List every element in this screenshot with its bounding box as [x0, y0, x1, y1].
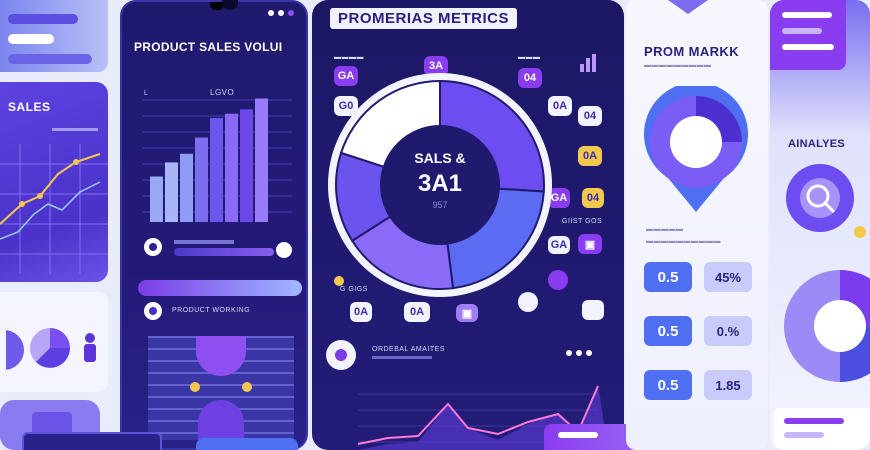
magnifier-icon: [786, 164, 866, 238]
metric-chip[interactable]: 0A: [548, 96, 572, 116]
toggle-knob[interactable]: [276, 242, 292, 258]
round-button[interactable]: [548, 270, 568, 290]
summary-label: ORDEBAL AMAITES: [372, 346, 445, 353]
bar: [255, 98, 268, 222]
progress-bar: [8, 34, 54, 44]
top-card: [770, 0, 846, 70]
subtitle: ▬▬▬▬▬▬▬▬▬: [644, 62, 712, 69]
metrics-donut-chart: [328, 73, 552, 297]
metric-chip[interactable]: 04: [518, 68, 542, 88]
sales-volume-bar-chart: [142, 98, 292, 222]
bar: [180, 153, 193, 222]
market-title: PROM MARKK: [644, 44, 739, 59]
sales-line-chart: [0, 144, 108, 274]
axis-label: L: [144, 90, 149, 97]
caption: ▬▬▬▬▬: [646, 226, 684, 233]
metric-chip[interactable]: 04: [578, 106, 602, 126]
header-caption: ▬▬▬: [518, 54, 541, 61]
stat-percent[interactable]: 0.%: [704, 316, 752, 346]
user-icons: [6, 328, 96, 370]
bottom-card: [774, 408, 870, 450]
dots-menu-icon[interactable]: [268, 10, 304, 18]
sales-title: SALES: [8, 100, 51, 114]
notch: [222, 0, 238, 10]
stat-value[interactable]: 0.5: [644, 316, 692, 346]
dots-menu-icon[interactable]: [566, 350, 592, 356]
bar: [210, 118, 223, 222]
metric-chip[interactable]: GA: [548, 236, 570, 254]
text-line: [174, 240, 234, 244]
left-bottom-card: [0, 292, 108, 392]
metric-chip[interactable]: GA: [548, 188, 570, 208]
person-icon: [85, 333, 95, 343]
progress-bar: [8, 14, 78, 24]
market-pin-chart: [644, 86, 748, 212]
header-caption: ▬▬▬▬: [334, 54, 364, 61]
metric-chip[interactable]: 3A: [424, 56, 448, 76]
progress-slider[interactable]: [138, 280, 302, 296]
sales-line: [0, 153, 101, 225]
slider-track[interactable]: [174, 248, 274, 256]
center-sub: 957: [432, 200, 448, 210]
metrics-panel: PROMERIAS METRICS ▬▬▬▬ ▬▬▬ GA G0 3A 04 0…: [312, 0, 624, 450]
sales-line: [0, 181, 101, 240]
bar: [225, 113, 238, 222]
metric-chip[interactable]: G0: [334, 96, 358, 116]
notch: [210, 2, 224, 10]
bar: [165, 162, 178, 222]
avatar: [326, 340, 356, 370]
marker-dot: [190, 382, 200, 392]
stat-percent[interactable]: 1.85: [704, 370, 752, 400]
sales-panel: SALES: [0, 82, 108, 282]
text-line: [372, 356, 432, 359]
axis-label: LGVO: [210, 88, 235, 97]
metric-chip[interactable]: 0A: [404, 302, 430, 322]
center-value: 3A1: [417, 170, 463, 197]
stat-value[interactable]: 0.5: [644, 370, 692, 400]
analytics-panel: AINALYES: [770, 0, 870, 450]
product-sales-panel: PRODUCT SALES VOLUI L LGVO PRODUCT WORKI…: [120, 0, 308, 450]
marker-dot: [242, 382, 252, 392]
stat-value[interactable]: 0.5: [644, 262, 692, 292]
metrics-title: PROMERIAS METRICS: [330, 8, 518, 29]
bar-chart-icon: [578, 50, 602, 74]
caption: ▬▬▬▬▬▬▬▬▬▬: [646, 238, 721, 245]
analytics-donut: [784, 270, 870, 382]
bottom-device: [22, 432, 162, 450]
analytics-title: AINALYES: [788, 138, 846, 150]
bottom-button[interactable]: [196, 438, 298, 450]
metric-chip[interactable]: 04: [582, 188, 604, 208]
funnel-chart: [148, 336, 294, 440]
radio-icon[interactable]: [144, 238, 162, 256]
metric-chip[interactable]: GA: [334, 66, 358, 86]
metric-chip[interactable]: 0A: [350, 302, 372, 322]
round-button[interactable]: [518, 292, 538, 312]
caption: GIIST GOS: [562, 218, 603, 225]
metric-chip[interactable]: ▣: [456, 304, 478, 322]
bar: [150, 176, 163, 222]
center-label: SALS &: [414, 150, 466, 166]
metric-chip[interactable]: 0A: [578, 146, 602, 166]
stat-percent[interactable]: 45%: [704, 262, 752, 292]
bar: [195, 137, 208, 222]
dot-icon: [334, 276, 344, 286]
market-panel: PROM MARKK ▬▬▬▬▬▬▬▬▬ ▬▬▬▬▬ ▬▬▬▬▬▬▬▬▬▬ 0.…: [626, 0, 768, 450]
bar: [240, 109, 253, 222]
caption: G GIGS: [340, 286, 368, 293]
divider: [52, 128, 98, 131]
progress-bar: [8, 54, 92, 64]
radio-icon[interactable]: [144, 302, 162, 320]
metric-chip[interactable]: ▣: [578, 234, 602, 254]
round-button[interactable]: [582, 300, 604, 320]
product-sales-title: PRODUCT SALES VOLUI: [134, 40, 283, 54]
legend-caption: PRODUCT WORKING: [172, 307, 251, 314]
top-left-card: [0, 0, 108, 72]
